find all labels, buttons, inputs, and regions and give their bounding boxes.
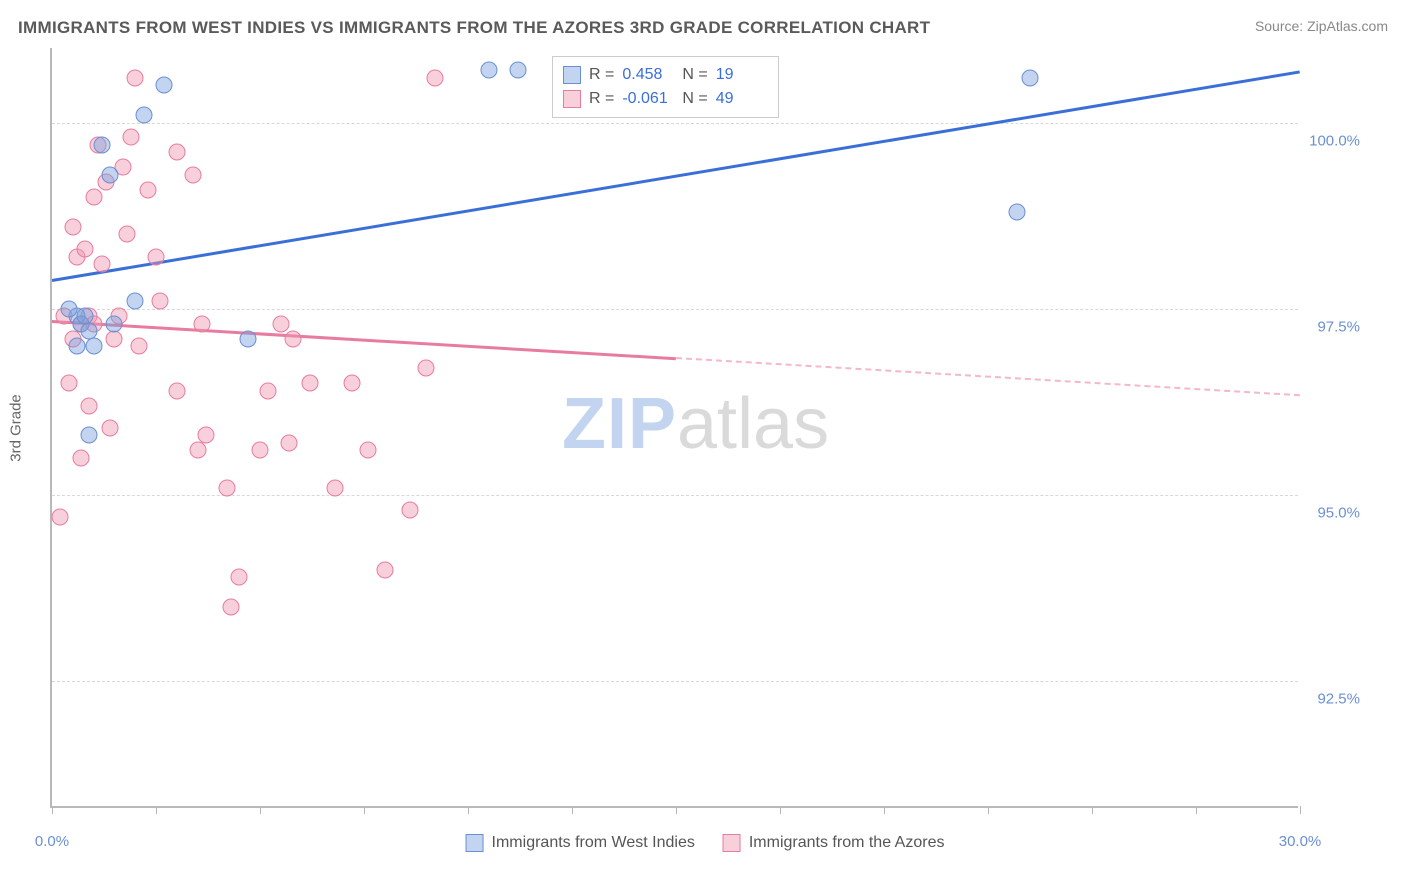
swatch-pink-icon	[563, 90, 581, 108]
x-tick	[1092, 806, 1093, 814]
swatch-blue-icon	[563, 66, 581, 84]
y-tick-label: 100.0%	[1300, 132, 1360, 149]
data-point	[193, 315, 210, 332]
data-point	[93, 136, 110, 153]
data-point	[168, 382, 185, 399]
data-point	[197, 427, 214, 444]
stats-row-pink: R = -0.061 N = 49	[563, 87, 768, 111]
x-tick	[676, 806, 677, 814]
data-point	[376, 561, 393, 578]
data-point	[81, 427, 98, 444]
legend-label: Immigrants from West Indies	[492, 834, 695, 852]
x-tick	[468, 806, 469, 814]
x-tick	[260, 806, 261, 814]
data-point	[281, 434, 298, 451]
data-point	[123, 129, 140, 146]
plot-area: ZIPatlas R = 0.458 N = 19 R = -0.061 N =…	[50, 48, 1298, 808]
data-point	[185, 166, 202, 183]
data-point	[509, 62, 526, 79]
x-tick	[988, 806, 989, 814]
data-point	[152, 293, 169, 310]
data-point	[426, 69, 443, 86]
y-tick-label: 95.0%	[1300, 505, 1360, 522]
x-tick	[884, 806, 885, 814]
data-point	[343, 375, 360, 392]
data-point	[168, 144, 185, 161]
data-point	[272, 315, 289, 332]
stats-row-blue: R = 0.458 N = 19	[563, 63, 768, 87]
data-point	[148, 248, 165, 265]
gridline	[52, 681, 1298, 682]
data-point	[139, 181, 156, 198]
x-tick-label: 30.0%	[1279, 833, 1322, 850]
legend-item-blue: Immigrants from West Indies	[466, 834, 695, 852]
data-point	[73, 449, 90, 466]
data-point	[81, 397, 98, 414]
chart-title: IMMIGRANTS FROM WEST INDIES VS IMMIGRANT…	[18, 18, 930, 38]
data-point	[285, 330, 302, 347]
source-label: Source: ZipAtlas.com	[1255, 18, 1388, 34]
data-point	[85, 189, 102, 206]
data-point	[231, 569, 248, 586]
data-point	[106, 315, 123, 332]
data-point	[118, 226, 135, 243]
data-point	[60, 375, 77, 392]
x-tick	[156, 806, 157, 814]
data-point	[156, 77, 173, 94]
y-tick-label: 92.5%	[1300, 691, 1360, 708]
data-point	[102, 420, 119, 437]
data-point	[260, 382, 277, 399]
x-tick	[1300, 806, 1301, 814]
swatch-blue-icon	[466, 834, 484, 852]
data-point	[106, 330, 123, 347]
watermark: ZIPatlas	[562, 383, 829, 465]
data-point	[480, 62, 497, 79]
data-point	[68, 338, 85, 355]
data-point	[252, 442, 269, 459]
legend-label: Immigrants from the Azores	[749, 834, 945, 852]
bottom-legend: Immigrants from West Indies Immigrants f…	[466, 834, 945, 852]
data-point	[360, 442, 377, 459]
data-point	[64, 218, 81, 235]
data-point	[60, 300, 77, 317]
x-tick	[364, 806, 365, 814]
x-tick	[780, 806, 781, 814]
data-point	[222, 598, 239, 615]
data-point	[239, 330, 256, 347]
data-point	[189, 442, 206, 459]
data-point	[93, 256, 110, 273]
data-point	[77, 241, 94, 258]
y-axis-title: 3rd Grade	[8, 394, 25, 462]
data-point	[127, 69, 144, 86]
gridline	[52, 495, 1298, 496]
y-tick-label: 97.5%	[1300, 318, 1360, 335]
x-tick-label: 0.0%	[35, 833, 69, 850]
gridline	[52, 123, 1298, 124]
legend-item-pink: Immigrants from the Azores	[723, 834, 945, 852]
data-point	[127, 293, 144, 310]
data-point	[52, 509, 69, 526]
data-point	[1009, 203, 1026, 220]
x-tick	[1196, 806, 1197, 814]
gridline	[52, 309, 1298, 310]
data-point	[102, 166, 119, 183]
data-point	[418, 360, 435, 377]
trend-line-dashed	[676, 357, 1300, 396]
swatch-pink-icon	[723, 834, 741, 852]
chart-container: 3rd Grade ZIPatlas R = 0.458 N = 19 R = …	[50, 48, 1360, 808]
x-tick	[572, 806, 573, 814]
x-tick	[52, 806, 53, 814]
data-point	[131, 338, 148, 355]
data-point	[218, 479, 235, 496]
data-point	[135, 107, 152, 124]
data-point	[301, 375, 318, 392]
stats-legend-box: R = 0.458 N = 19 R = -0.061 N = 49	[552, 56, 779, 118]
data-point	[1021, 69, 1038, 86]
data-point	[401, 501, 418, 518]
data-point	[85, 338, 102, 355]
data-point	[326, 479, 343, 496]
